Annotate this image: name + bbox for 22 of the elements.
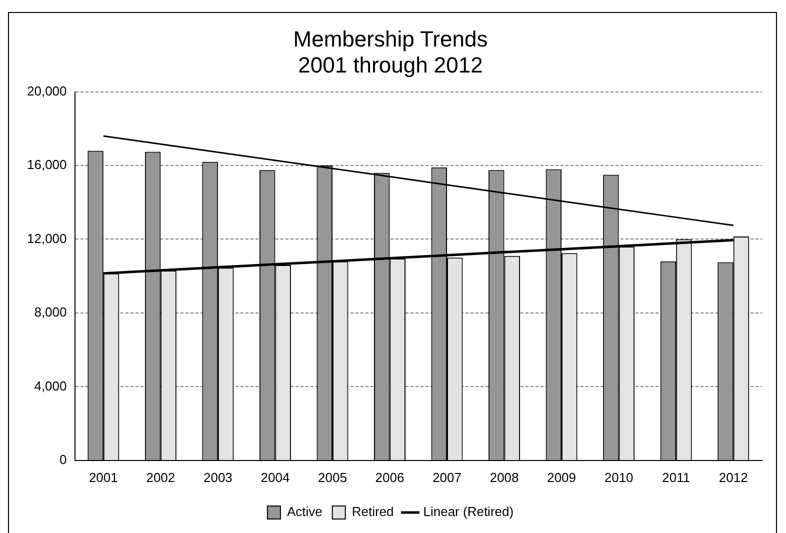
legend-label: Linear (Retired) bbox=[423, 504, 514, 520]
x-tick-label: 2008 bbox=[490, 470, 519, 485]
legend-label: Active bbox=[286, 504, 322, 520]
x-tick-label: 2001 bbox=[88, 470, 118, 485]
y-tick-label: 0 bbox=[60, 452, 67, 467]
x-tick-label: 2011 bbox=[662, 470, 690, 485]
x-tick-label: 2009 bbox=[547, 470, 576, 485]
chart-title: Membership Trends 2001 through 2012 bbox=[293, 26, 488, 78]
x-tick-label: 2012 bbox=[718, 470, 748, 485]
x-tick-label: 2005 bbox=[318, 470, 347, 485]
y-tick-label: 8,000 bbox=[34, 304, 67, 320]
y-tick-label: 20,000 bbox=[26, 83, 67, 98]
x-tick-label: 2004 bbox=[260, 470, 290, 485]
x-tick-label: 2006 bbox=[375, 470, 404, 485]
x-tick-label: 2007 bbox=[432, 470, 462, 485]
y-tick-label: 4,000 bbox=[34, 378, 67, 394]
x-tick-label: 2002 bbox=[146, 470, 176, 485]
x-tick-label: 2003 bbox=[203, 470, 232, 485]
y-tick-label: 12,000 bbox=[26, 230, 67, 246]
y-tick-label: 16,000 bbox=[26, 157, 67, 172]
legend-label: Retired bbox=[352, 504, 394, 520]
x-tick-label: 2010 bbox=[604, 470, 634, 485]
